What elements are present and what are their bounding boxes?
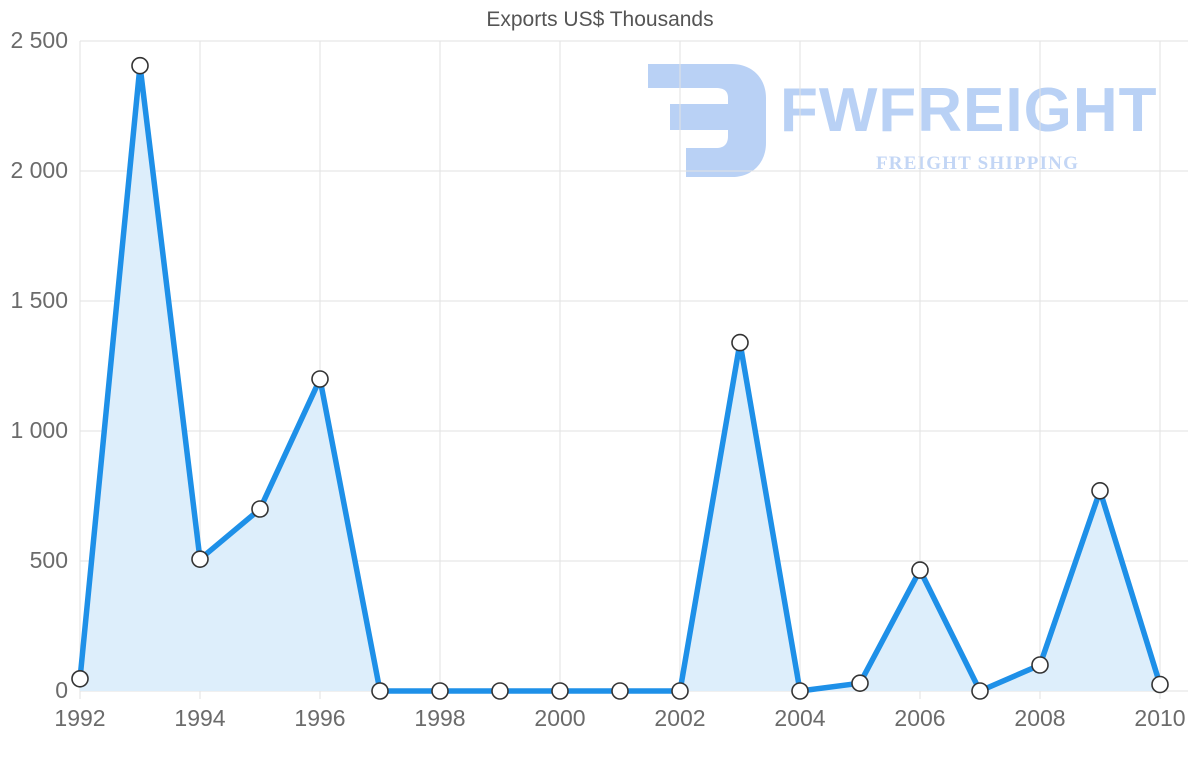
series-area: [80, 65, 1160, 691]
data-point-marker[interactable]: [971, 682, 989, 700]
data-point-marker[interactable]: [851, 674, 869, 693]
x-axis-tick-label: 2004: [774, 705, 826, 731]
gridlines: [79, 40, 1188, 699]
y-axis-tick-label: 1 000: [10, 417, 68, 443]
y-axis-tick-label: 500: [29, 547, 68, 573]
area-fill: [80, 65, 1160, 691]
x-axis-tick-label: 2000: [534, 705, 586, 731]
data-point-marker[interactable]: [671, 682, 689, 700]
data-point-marker[interactable]: [71, 669, 89, 688]
data-point-marker[interactable]: [551, 682, 569, 700]
x-axis-tick-label: 1994: [174, 705, 226, 731]
data-point-marker[interactable]: [611, 682, 629, 700]
x-axis-tick-label: 2002: [654, 705, 706, 731]
x-axis-tick-label: 2010: [1134, 705, 1186, 731]
y-axis-tick-label: 0: [55, 677, 68, 703]
data-point-marker[interactable]: [1151, 675, 1169, 694]
data-point-marker[interactable]: [731, 333, 749, 352]
y-axis-tick-label: 2 000: [10, 157, 68, 183]
data-point-marker[interactable]: [371, 682, 389, 700]
x-axis-tick-label: 1992: [54, 705, 106, 731]
x-axis-tick-label: 1998: [414, 705, 466, 731]
data-point-marker[interactable]: [491, 682, 509, 700]
data-point-marker[interactable]: [251, 500, 269, 518]
y-axis-tick-label: 1 500: [10, 287, 68, 313]
x-axis-tick-label: 1996: [294, 705, 346, 731]
data-point-marker[interactable]: [131, 56, 149, 75]
data-point-marker[interactable]: [911, 561, 929, 579]
data-point-markers: [71, 56, 1169, 700]
data-point-marker[interactable]: [1091, 481, 1109, 500]
chart-title: Exports US$ Thousands: [486, 8, 714, 31]
data-point-marker[interactable]: [791, 682, 809, 700]
data-point-marker[interactable]: [311, 370, 329, 388]
x-axis-tick-label: 2008: [1014, 705, 1066, 731]
data-point-marker[interactable]: [191, 550, 209, 568]
data-point-marker[interactable]: [431, 682, 449, 700]
data-point-marker[interactable]: [1031, 656, 1049, 674]
x-axis-tick-label: 2006: [894, 705, 946, 731]
y-axis-tick-label: 2 500: [10, 27, 68, 53]
